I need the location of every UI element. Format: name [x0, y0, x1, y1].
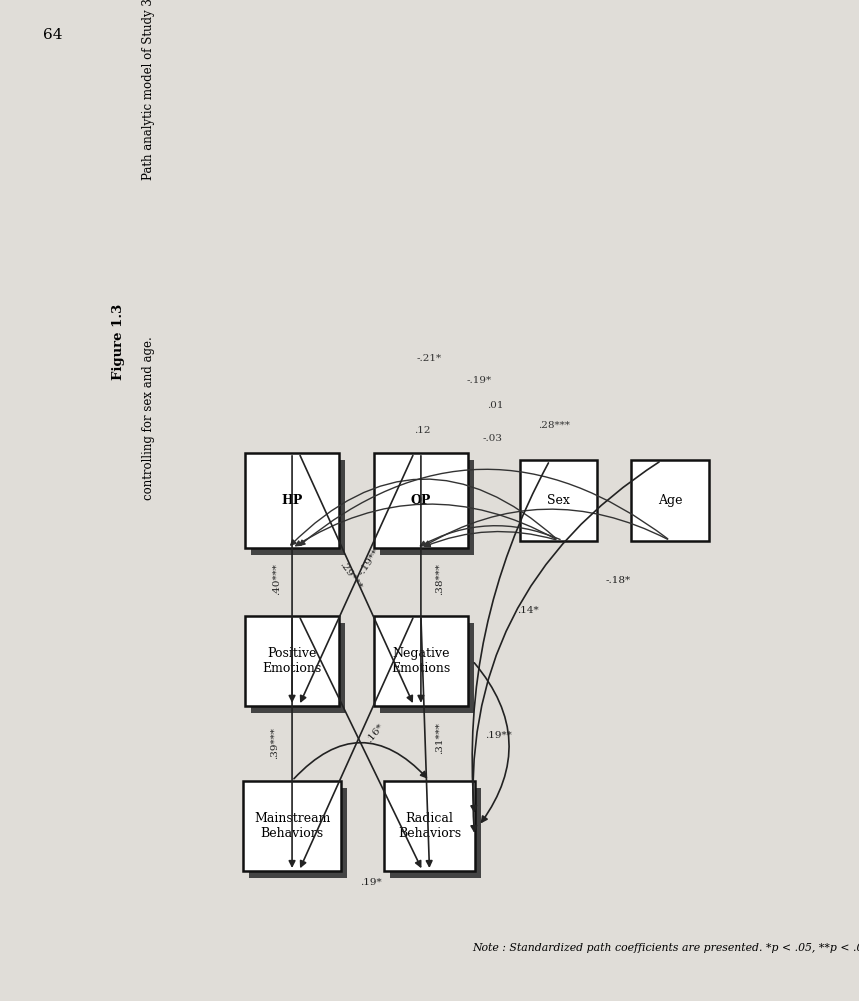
Text: .01: .01 [486, 401, 503, 409]
Text: .40***: .40*** [272, 564, 281, 596]
Text: controlling for sex and age.: controlling for sex and age. [142, 336, 155, 500]
Text: Path analytic model of Study 3 of the relationship among passion, emotions and t: Path analytic model of Study 3 of the re… [142, 0, 155, 180]
FancyBboxPatch shape [374, 616, 468, 706]
Text: .12: .12 [414, 426, 431, 434]
Text: .29***: .29*** [338, 560, 363, 592]
Text: -.19**: -.19** [357, 548, 381, 578]
Text: -.19*: -.19* [466, 376, 492, 384]
Text: .19*: .19* [360, 879, 382, 887]
FancyBboxPatch shape [251, 623, 345, 713]
FancyBboxPatch shape [380, 623, 474, 713]
Text: Figure 1.3: Figure 1.3 [112, 304, 125, 380]
Text: Sex: Sex [547, 494, 570, 507]
Text: Note : Standardized path coefficients are presented. *p < .05, **p < .01, ***p <: Note : Standardized path coefficients ar… [472, 943, 859, 953]
Text: .28***: .28*** [538, 421, 570, 429]
FancyBboxPatch shape [374, 452, 468, 549]
FancyBboxPatch shape [249, 788, 347, 878]
Text: HP: HP [282, 494, 302, 507]
Text: .31***: .31*** [436, 723, 444, 754]
Text: .16*: .16* [365, 722, 386, 744]
FancyBboxPatch shape [251, 460, 345, 555]
FancyBboxPatch shape [380, 460, 474, 555]
Text: -.21*: -.21* [417, 354, 442, 362]
Text: Negative
Emotions: Negative Emotions [392, 647, 450, 675]
Text: -.03: -.03 [482, 434, 503, 442]
FancyBboxPatch shape [245, 616, 339, 706]
Text: .14*: .14* [517, 607, 539, 615]
Text: Age: Age [658, 494, 682, 507]
FancyBboxPatch shape [631, 460, 709, 541]
Text: -.18*: -.18* [606, 577, 631, 585]
Text: .38***: .38*** [436, 564, 444, 596]
Text: Radical
Behaviors: Radical Behaviors [398, 812, 461, 840]
Text: .39***: .39*** [271, 728, 279, 759]
FancyBboxPatch shape [245, 452, 339, 549]
FancyBboxPatch shape [390, 788, 481, 878]
Text: Positive
Emotions: Positive Emotions [263, 647, 321, 675]
Text: .19**: .19** [484, 732, 512, 740]
FancyBboxPatch shape [520, 460, 597, 541]
Text: Mainstream
Behaviors: Mainstream Behaviors [254, 812, 330, 840]
FancyBboxPatch shape [385, 781, 474, 871]
FancyBboxPatch shape [243, 781, 342, 871]
Text: OP: OP [411, 494, 431, 507]
Text: 64: 64 [43, 28, 63, 42]
